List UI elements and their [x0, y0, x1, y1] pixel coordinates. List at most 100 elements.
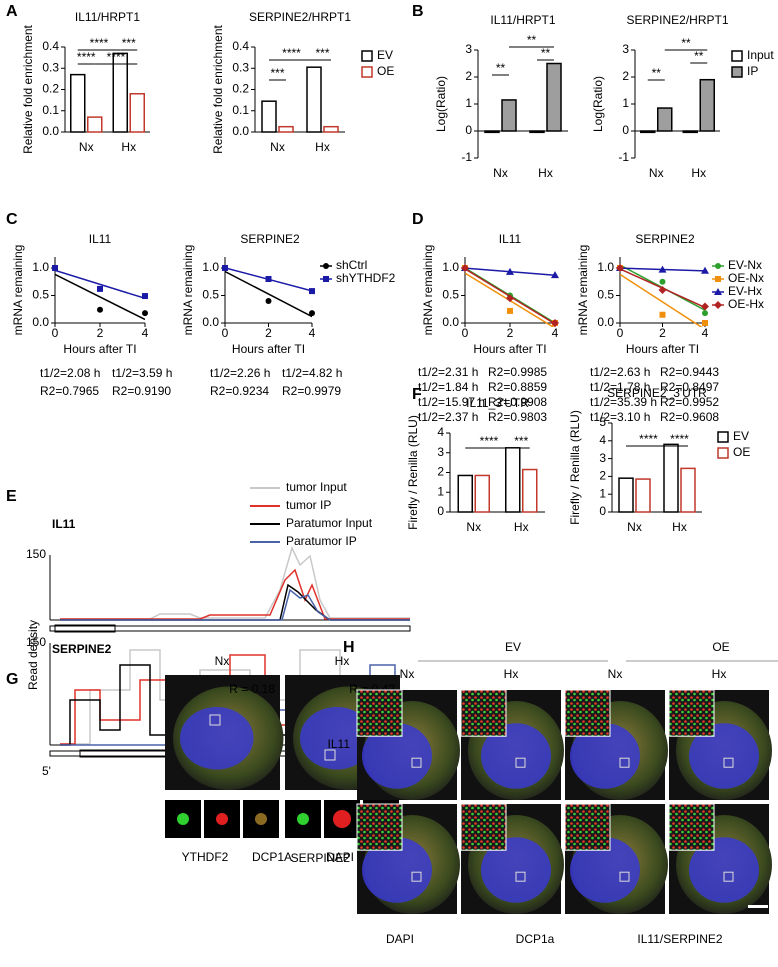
bar — [306, 66, 322, 133]
column-label: Nx — [400, 667, 415, 681]
track-line — [60, 568, 410, 620]
y-tick-label: 0 — [622, 123, 629, 137]
significance-label: ** — [694, 49, 704, 63]
x-tick-label: 4 — [309, 326, 316, 340]
y-tick-label: 0.1 — [232, 103, 249, 117]
crop-spot — [177, 813, 189, 825]
x-tick-label: Nx — [493, 166, 508, 180]
nucleus — [481, 837, 551, 903]
legend-label: Paratumor Input — [286, 516, 373, 530]
chart: IL11/HRPT1 Log(Ratio) -1 0 1 2 3 Nx Hx ** ** ** — [434, 13, 568, 180]
half-life: t1/2=2.31 h — [418, 365, 478, 379]
significance-label: *** — [270, 66, 284, 80]
track-line — [60, 545, 410, 620]
y-tick-label: 0.1 — [42, 103, 59, 117]
bar — [682, 130, 698, 134]
nucleus — [362, 837, 432, 903]
y-axis-label: Relative fold enrichment — [21, 24, 35, 153]
inset — [668, 803, 715, 851]
channel-label: DAPI — [386, 932, 414, 946]
significance-label: *** — [122, 36, 136, 50]
point — [701, 302, 709, 311]
nucleus — [481, 723, 551, 789]
half-life: t1/2=4.82 h — [282, 366, 342, 380]
point — [52, 265, 58, 271]
track-label: IL11 — [52, 517, 76, 531]
group-label: OE — [712, 640, 729, 654]
half-life: t1/2=1.84 h — [418, 380, 478, 394]
significance-label: **** — [77, 50, 96, 64]
significance-label: ** — [541, 46, 551, 60]
legend-label: EV-Hx — [728, 284, 762, 298]
y-tick-label: 0.5 — [202, 288, 219, 302]
significance-label: **** — [107, 50, 126, 64]
chart: SERPINE2 mRNA remaining 0.0 0.5 1.0 0 2 4Hours … — [576, 232, 764, 424]
end-label: 5' — [42, 764, 51, 778]
y-tick-label: 1 — [622, 96, 629, 110]
chart-title: IL11_3'UTR — [466, 396, 529, 410]
y-tick-label: 0.3 — [232, 60, 249, 74]
bar — [261, 100, 277, 133]
bar — [505, 447, 521, 513]
y-tick-label: 0 — [465, 123, 472, 137]
point — [309, 288, 315, 295]
legend-swatch — [717, 447, 729, 459]
legend-label: OE — [733, 445, 750, 459]
panel-letter: A — [6, 3, 18, 20]
chart-title: IL11/HRPT1 — [75, 10, 140, 24]
r-squared: R2=0.9979 — [282, 384, 341, 398]
y-tick-label: 0.0 — [232, 124, 249, 138]
y-axis-label: mRNA remaining — [421, 245, 435, 336]
r-squared: R2=0.9803 — [488, 410, 547, 424]
y-tick-label: 3 — [465, 42, 472, 56]
bar — [323, 125, 339, 133]
legend-marker — [714, 301, 722, 309]
x-axis-label: Hours after TI — [626, 342, 699, 356]
y-tick-label: 0.5 — [442, 288, 459, 302]
bar — [278, 125, 294, 133]
half-life: t1/2=15.97 h — [418, 395, 485, 409]
track-max: 150 — [26, 547, 46, 561]
x-tick-label: 0 — [222, 326, 229, 340]
row-label: SERPINE2 — [291, 851, 351, 865]
y-axis-label: mRNA remaining — [181, 245, 195, 336]
point — [551, 319, 559, 327]
legend-swatch — [361, 66, 373, 78]
half-life: t1/2=2.37 h — [418, 410, 478, 424]
legend-label: OE — [377, 64, 394, 78]
row-label: IL11 — [328, 737, 351, 751]
y-axis-label: Read density — [26, 620, 40, 690]
y-tick-label: 0.0 — [42, 124, 59, 138]
legend-label: Input — [747, 48, 774, 62]
r-squared: R2=0.8859 — [488, 380, 547, 394]
inset-marker — [619, 871, 630, 882]
significance-label: **** — [480, 434, 499, 448]
x-tick-label: 4 — [552, 326, 559, 340]
half-life: t1/2=3.10 h — [590, 410, 650, 424]
y-tick-label: 0.4 — [42, 39, 59, 53]
inset — [356, 689, 403, 737]
point — [702, 320, 708, 326]
chart-title: IL11/HRPT1 — [490, 13, 555, 27]
channel-label: YTHDF2 — [182, 850, 229, 864]
x-tick-label: Hx — [514, 520, 529, 534]
point — [461, 264, 469, 272]
x-tick-label: Nx — [649, 166, 664, 180]
panel-letter: F — [412, 386, 422, 403]
legend-marker — [323, 263, 329, 269]
x-tick-label: 4 — [702, 326, 709, 340]
inset — [460, 803, 507, 851]
crop-spot — [216, 813, 228, 825]
chart: IL11 mRNA remaining 0.0 0.5 1.0 0 2 4 Hours afte… — [11, 232, 172, 398]
inset — [460, 689, 507, 737]
panel-letter: C — [6, 211, 18, 228]
roi — [209, 714, 221, 726]
bar — [87, 116, 103, 133]
significance-label: **** — [670, 432, 689, 446]
inset — [356, 803, 403, 851]
nucleus — [570, 837, 640, 903]
y-axis-label: Relative fold enrichment — [211, 24, 225, 153]
panel-letter: D — [412, 211, 424, 228]
chart-title: SERPINE2 — [635, 232, 695, 246]
